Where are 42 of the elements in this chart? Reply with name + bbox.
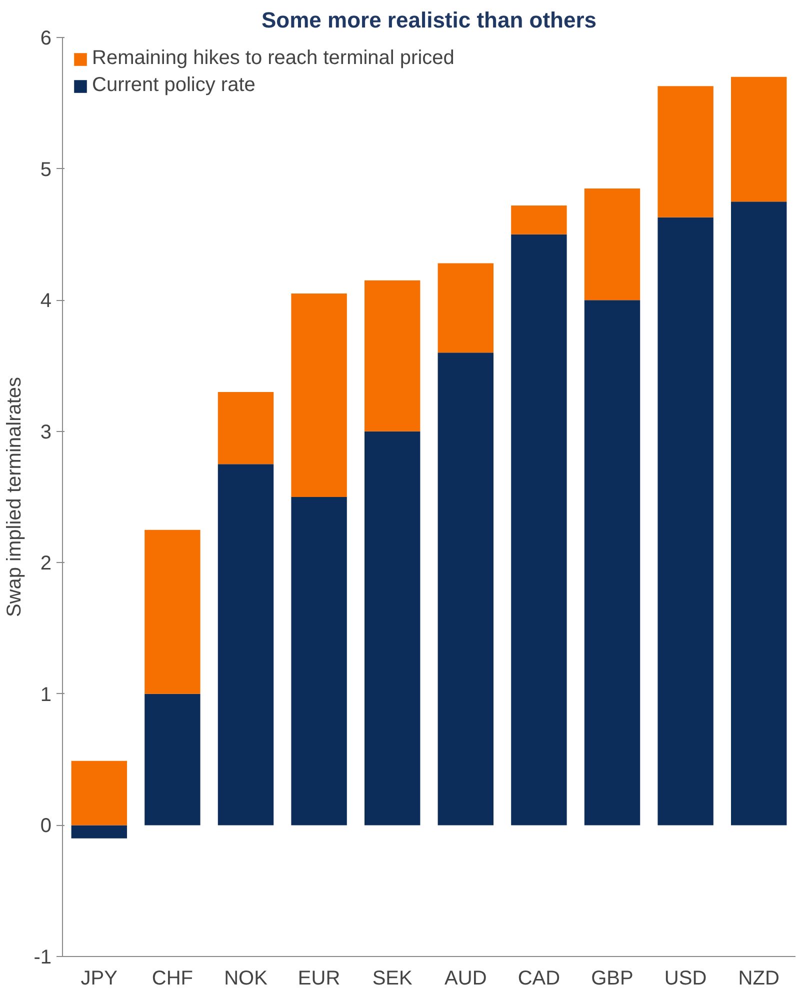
- x-tick-label: JPY: [80, 968, 118, 990]
- bar: [291, 294, 347, 497]
- x-tick-label: GBP: [591, 968, 634, 990]
- y-axis-title: Swap implied terminalrates: [4, 376, 26, 618]
- bar: [71, 825, 128, 838]
- x-tick-label: CHF: [152, 968, 194, 990]
- bar: [71, 760, 128, 826]
- x-tick-label: SEK: [372, 968, 414, 990]
- y-tick-label: -1: [34, 946, 52, 968]
- legend-label: Current policy rate: [92, 74, 256, 97]
- bar: [730, 202, 787, 826]
- bar: [144, 530, 200, 694]
- bar: [511, 206, 567, 234]
- bar: [364, 431, 420, 826]
- y-tick-label: 5: [40, 158, 52, 181]
- bar: [144, 694, 200, 826]
- bar: [584, 188, 640, 300]
- y-tick-label: 3: [40, 421, 52, 444]
- y-tick-label: 2: [40, 552, 52, 575]
- x-tick-label: CAD: [518, 968, 560, 990]
- y-tick-label: 6: [40, 28, 52, 50]
- x-tick-label: USD: [664, 968, 707, 990]
- bar: [218, 392, 274, 464]
- bar: [218, 464, 274, 826]
- y-tick-label: 0: [40, 815, 52, 838]
- bar: [584, 300, 640, 826]
- legend-label: Remaining hikes to reach terminal priced: [92, 47, 454, 70]
- x-tick-label: AUD: [444, 968, 487, 990]
- bar: [730, 76, 787, 202]
- chart-title: Some more realistic than others: [262, 8, 596, 32]
- x-tick-label: NOK: [224, 968, 268, 990]
- x-tick-label: EUR: [298, 968, 340, 990]
- y-tick-label: 4: [40, 290, 52, 312]
- bar: [511, 234, 567, 826]
- bar: [291, 497, 347, 826]
- bar: [658, 86, 714, 218]
- y-tick-label: 1: [40, 684, 52, 706]
- bar: [438, 263, 494, 353]
- bar: [658, 217, 714, 826]
- bar: [364, 280, 420, 432]
- bar: [438, 352, 494, 826]
- x-tick-label: NZD: [738, 968, 780, 990]
